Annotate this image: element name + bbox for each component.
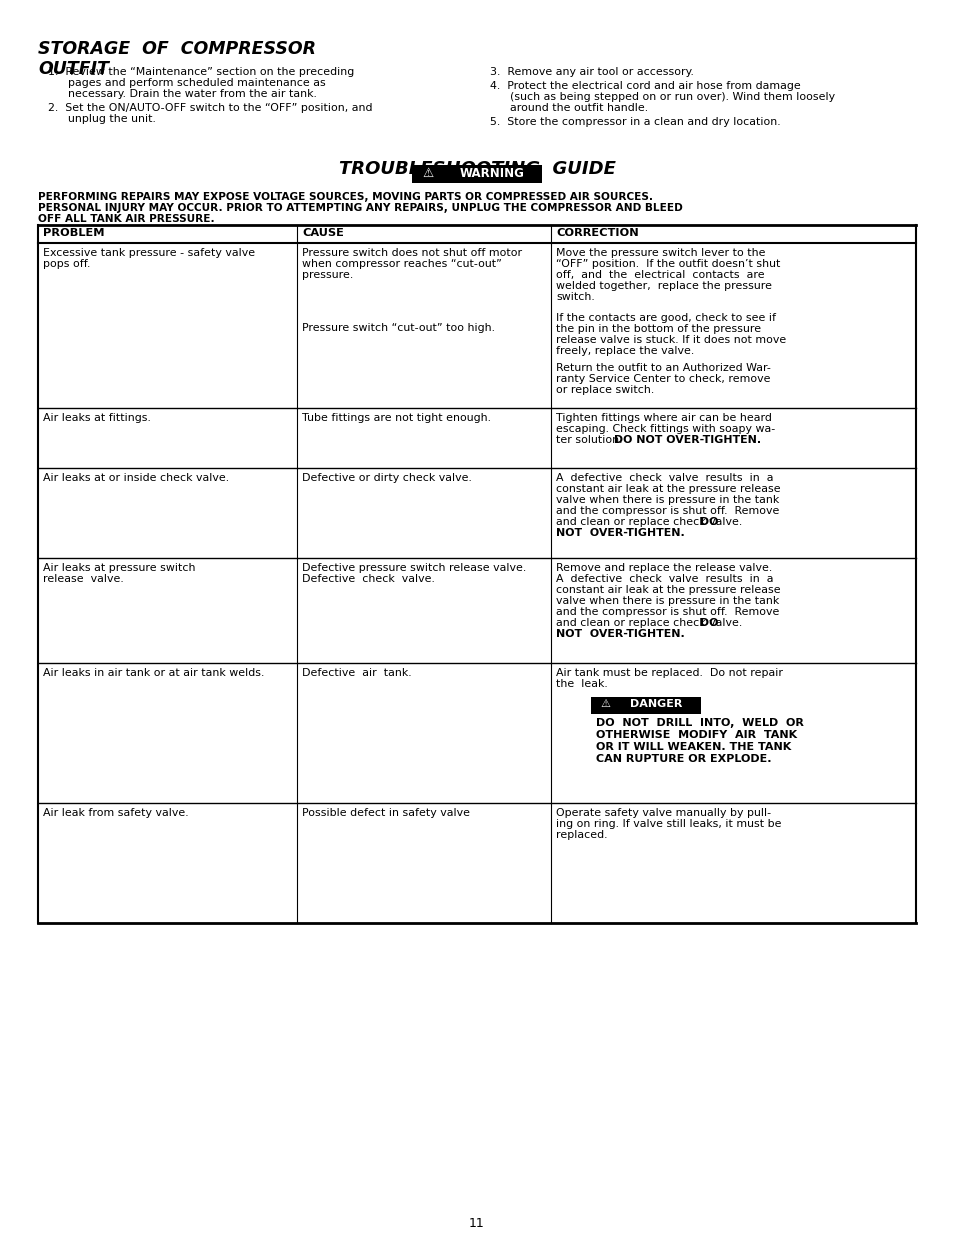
Text: DO: DO	[700, 618, 718, 629]
Text: Remove and replace the release valve.: Remove and replace the release valve.	[556, 563, 771, 573]
Text: Move the pressure switch lever to the: Move the pressure switch lever to the	[556, 248, 764, 258]
Text: the  leak.: the leak.	[556, 679, 607, 689]
Text: 5.  Store the compressor in a clean and dry location.: 5. Store the compressor in a clean and d…	[490, 117, 780, 127]
Text: 11: 11	[469, 1216, 484, 1230]
Text: ⚠: ⚠	[422, 167, 434, 180]
Text: ing on ring. If valve still leaks, it must be: ing on ring. If valve still leaks, it mu…	[556, 819, 781, 829]
Text: Operate safety valve manually by pull-: Operate safety valve manually by pull-	[556, 808, 770, 818]
Text: ⚠: ⚠	[599, 699, 609, 709]
Text: Air leaks at fittings.: Air leaks at fittings.	[43, 412, 151, 424]
Text: STORAGE  OF  COMPRESSOR: STORAGE OF COMPRESSOR	[38, 40, 315, 58]
Text: OUTFIT: OUTFIT	[38, 61, 109, 78]
Text: off,  and  the  electrical  contacts  are: off, and the electrical contacts are	[556, 270, 763, 280]
Text: around the outfit handle.: around the outfit handle.	[510, 103, 647, 112]
Text: Pressure switch does not shut off motor: Pressure switch does not shut off motor	[302, 248, 521, 258]
Text: Air leak from safety valve.: Air leak from safety valve.	[43, 808, 189, 818]
Text: Defective  air  tank.: Defective air tank.	[302, 668, 411, 678]
Text: 1.  Review the “Maintenance” section on the preceding: 1. Review the “Maintenance” section on t…	[48, 67, 354, 77]
Text: Possible defect in safety valve: Possible defect in safety valve	[302, 808, 470, 818]
Text: OTHERWISE  MODIFY  AIR  TANK: OTHERWISE MODIFY AIR TANK	[596, 730, 797, 740]
Text: OFF ALL TANK AIR PRESSURE.: OFF ALL TANK AIR PRESSURE.	[38, 214, 214, 224]
Text: Air leaks at pressure switch: Air leaks at pressure switch	[43, 563, 195, 573]
Text: PERSONAL INJURY MAY OCCUR. PRIOR TO ATTEMPTING ANY REPAIRS, UNPLUG THE COMPRESSO: PERSONAL INJURY MAY OCCUR. PRIOR TO ATTE…	[38, 203, 682, 212]
Text: DANGER: DANGER	[629, 699, 681, 709]
Text: Excessive tank pressure - safety valve: Excessive tank pressure - safety valve	[43, 248, 254, 258]
Text: pressure.: pressure.	[302, 270, 353, 280]
Text: switch.: switch.	[556, 291, 594, 303]
Text: PROBLEM: PROBLEM	[43, 228, 105, 238]
Text: valve when there is pressure in the tank: valve when there is pressure in the tank	[556, 495, 779, 505]
Text: TROUBLESHOOTING  GUIDE: TROUBLESHOOTING GUIDE	[338, 161, 615, 178]
Text: and the compressor is shut off.  Remove: and the compressor is shut off. Remove	[556, 506, 779, 516]
Text: 2.  Set the ON/AUTO-OFF switch to the “OFF” position, and: 2. Set the ON/AUTO-OFF switch to the “OF…	[48, 103, 372, 112]
Text: Air tank must be replaced.  Do not repair: Air tank must be replaced. Do not repair	[556, 668, 782, 678]
Text: valve when there is pressure in the tank: valve when there is pressure in the tank	[556, 597, 779, 606]
Text: constant air leak at the pressure release: constant air leak at the pressure releas…	[556, 585, 780, 595]
Text: pops off.: pops off.	[43, 259, 91, 269]
Text: DO  NOT  DRILL  INTO,  WELD  OR: DO NOT DRILL INTO, WELD OR	[596, 718, 803, 727]
Text: NOT  OVER-TIGHTEN.: NOT OVER-TIGHTEN.	[556, 529, 684, 538]
Text: and clean or replace check valve.: and clean or replace check valve.	[556, 517, 748, 527]
Bar	[412, 165, 541, 183]
Text: A  defective  check  valve  results  in  a: A defective check valve results in a	[556, 574, 773, 584]
Text: CORRECTION: CORRECTION	[556, 228, 639, 238]
Text: and clean or replace check valve.: and clean or replace check valve.	[556, 618, 748, 629]
Text: or replace switch.: or replace switch.	[556, 385, 654, 395]
Text: PERFORMING REPAIRS MAY EXPOSE VOLTAGE SOURCES, MOVING PARTS OR COMPRESSED AIR SO: PERFORMING REPAIRS MAY EXPOSE VOLTAGE SO…	[38, 191, 652, 203]
Text: and the compressor is shut off.  Remove: and the compressor is shut off. Remove	[556, 606, 779, 618]
Text: “OFF” position.  If the outfit doesn’t shut: “OFF” position. If the outfit doesn’t sh…	[556, 259, 780, 269]
Bar	[590, 697, 700, 714]
Text: release valve is stuck. If it does not move: release valve is stuck. If it does not m…	[556, 335, 785, 345]
Text: 4.  Protect the electrical cord and air hose from damage: 4. Protect the electrical cord and air h…	[490, 82, 800, 91]
Text: Defective pressure switch release valve.: Defective pressure switch release valve.	[302, 563, 526, 573]
Text: ranty Service Center to check, remove: ranty Service Center to check, remove	[556, 374, 770, 384]
Text: Defective or dirty check valve.: Defective or dirty check valve.	[302, 473, 472, 483]
Text: Return the outfit to an Authorized War-: Return the outfit to an Authorized War-	[556, 363, 770, 373]
Text: escaping. Check fittings with soapy wa-: escaping. Check fittings with soapy wa-	[556, 424, 775, 433]
Text: Air leaks at or inside check valve.: Air leaks at or inside check valve.	[43, 473, 229, 483]
Text: NOT  OVER-TIGHTEN.: NOT OVER-TIGHTEN.	[556, 629, 684, 638]
Text: CAUSE: CAUSE	[302, 228, 343, 238]
Text: If the contacts are good, check to see if: If the contacts are good, check to see i…	[556, 312, 775, 324]
Text: constant air leak at the pressure release: constant air leak at the pressure releas…	[556, 484, 780, 494]
Text: freely, replace the valve.: freely, replace the valve.	[556, 346, 694, 356]
Text: replaced.: replaced.	[556, 830, 607, 840]
Text: OR IT WILL WEAKEN. THE TANK: OR IT WILL WEAKEN. THE TANK	[596, 742, 790, 752]
Text: Defective  check  valve.: Defective check valve.	[302, 574, 435, 584]
Text: 3.  Remove any air tool or accessory.: 3. Remove any air tool or accessory.	[490, 67, 693, 77]
Text: Air leaks in air tank or at air tank welds.: Air leaks in air tank or at air tank wel…	[43, 668, 264, 678]
Text: when compressor reaches “cut-out”: when compressor reaches “cut-out”	[302, 259, 501, 269]
Text: ter solution.: ter solution.	[556, 435, 625, 445]
Text: Tighten fittings where air can be heard: Tighten fittings where air can be heard	[556, 412, 771, 424]
Text: pages and perform scheduled maintenance as: pages and perform scheduled maintenance …	[68, 78, 325, 88]
Text: A  defective  check  valve  results  in  a: A defective check valve results in a	[556, 473, 773, 483]
Text: release  valve.: release valve.	[43, 574, 124, 584]
Text: CAN RUPTURE OR EXPLODE.: CAN RUPTURE OR EXPLODE.	[596, 755, 771, 764]
Text: Pressure switch “cut-out” too high.: Pressure switch “cut-out” too high.	[302, 324, 495, 333]
Text: (such as being stepped on or run over). Wind them loosely: (such as being stepped on or run over). …	[510, 91, 834, 103]
Text: unplug the unit.: unplug the unit.	[68, 114, 155, 124]
Text: DO NOT OVER-TIGHTEN.: DO NOT OVER-TIGHTEN.	[613, 435, 760, 445]
Text: the pin in the bottom of the pressure: the pin in the bottom of the pressure	[556, 324, 760, 333]
Text: necessary. Drain the water from the air tank.: necessary. Drain the water from the air …	[68, 89, 316, 99]
Text: WARNING: WARNING	[459, 167, 524, 180]
Text: welded together,  replace the pressure: welded together, replace the pressure	[556, 282, 771, 291]
Text: DO: DO	[700, 517, 718, 527]
Text: Tube fittings are not tight enough.: Tube fittings are not tight enough.	[302, 412, 491, 424]
